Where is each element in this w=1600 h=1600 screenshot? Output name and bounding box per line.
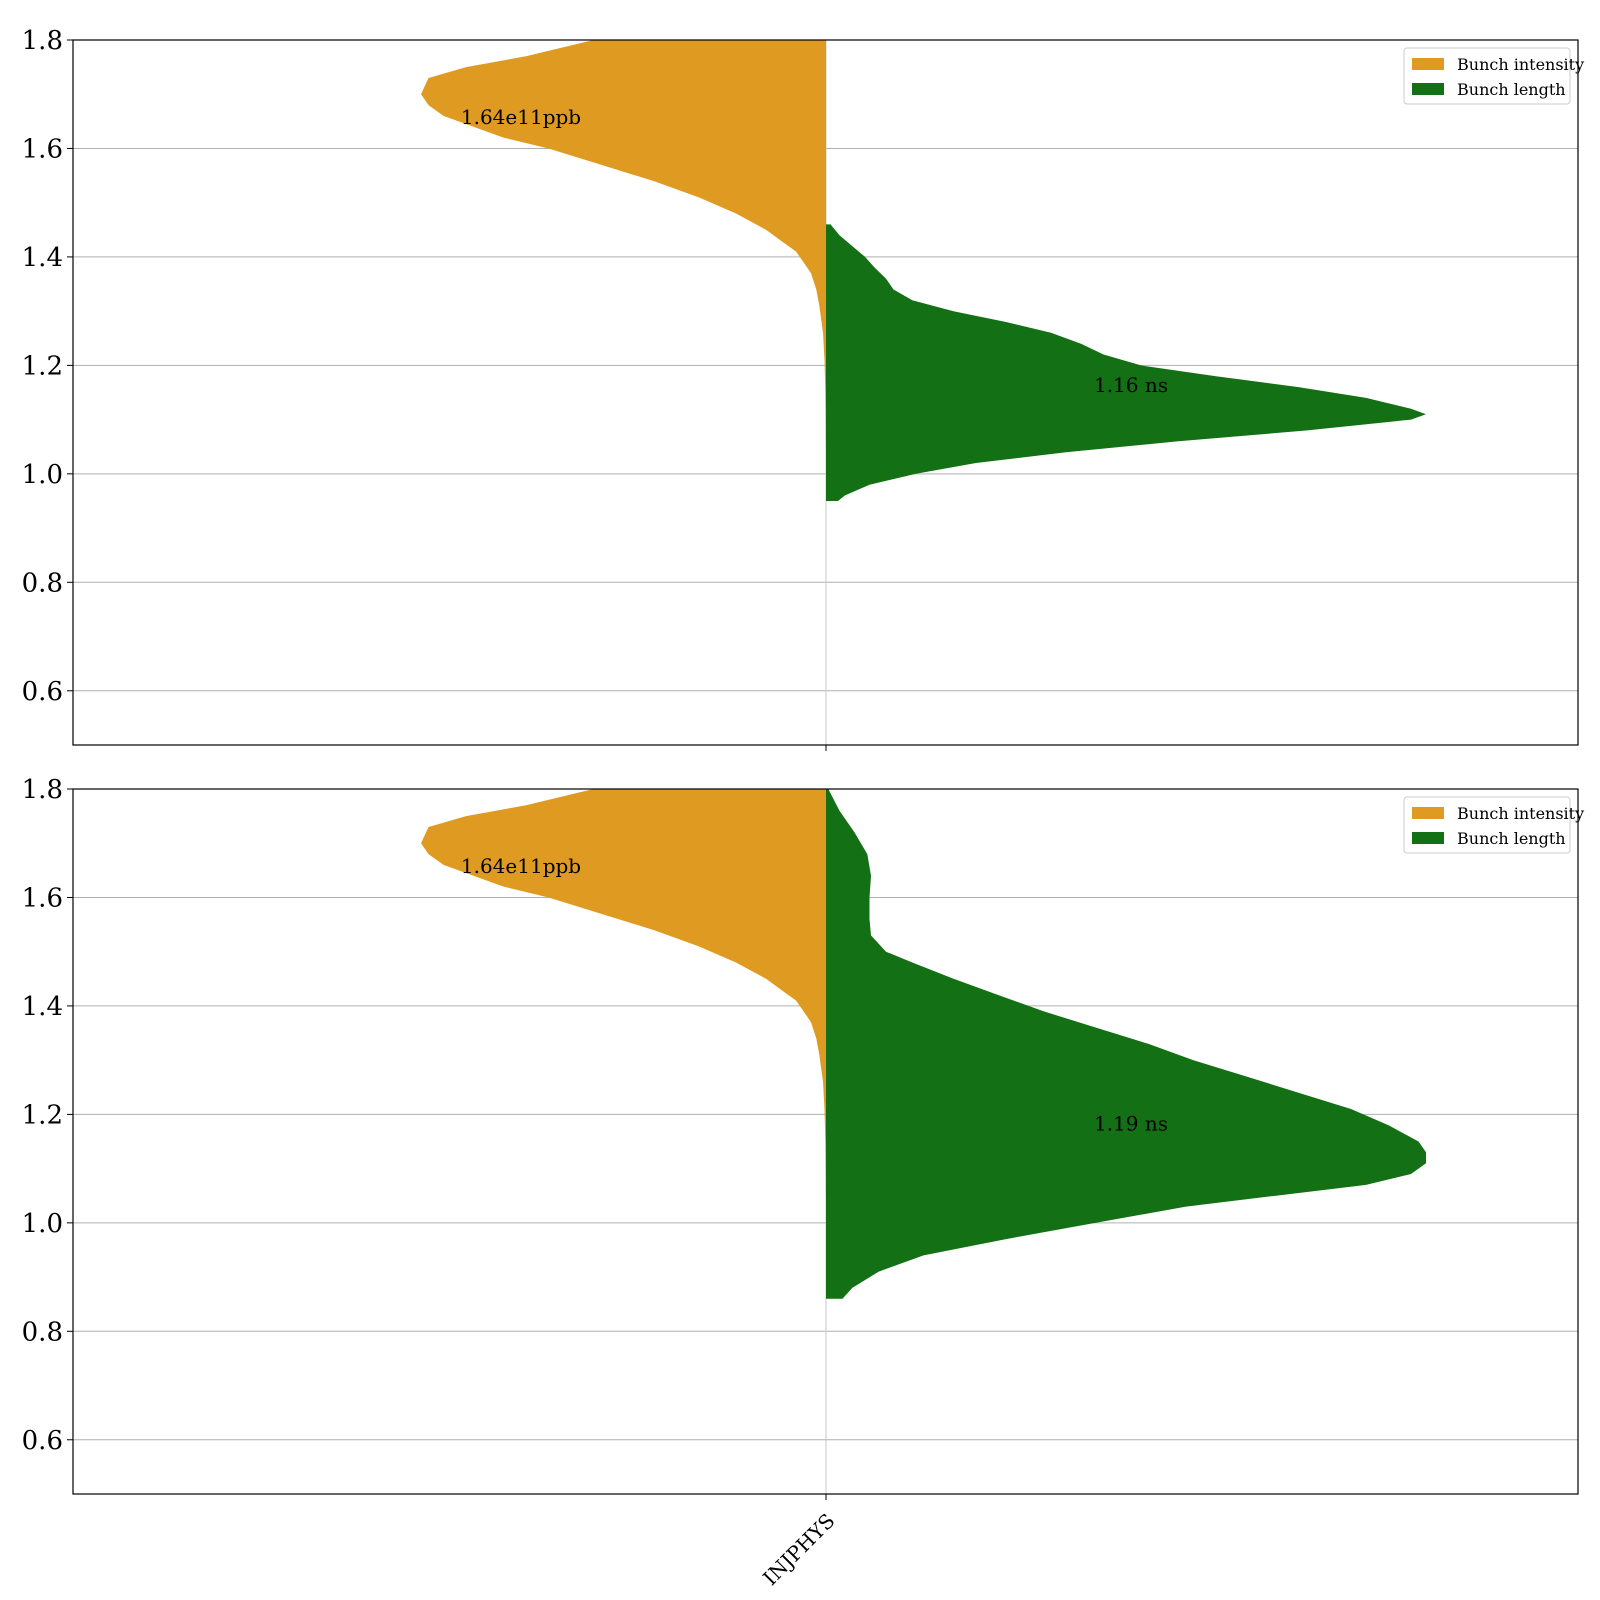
legend-swatch-length (1412, 83, 1444, 95)
legend-box (1403, 796, 1571, 854)
y-tick-label: 0.8 (22, 568, 63, 598)
panel-2: 0.6 0.8 1.0 1.2 1.4 1.6 1.8 1.64e11ppb 1.19 ns Bu… (22, 775, 1585, 1590)
y-tick-label: 0.8 (22, 1317, 63, 1347)
y-tick-label: 1.6 (22, 134, 63, 164)
legend-label-intensity: Bunch intensity (1457, 55, 1584, 74)
legend-swatch-intensity (1412, 807, 1444, 819)
y-tick-label: 1.6 (22, 883, 63, 913)
length-violin (826, 224, 1426, 501)
x-tick-label: INJPHYS (758, 1509, 839, 1590)
y-tick-label: 1.4 (22, 243, 63, 273)
intensity-annotation: 1.64e11ppb (461, 854, 581, 878)
intensity-violin (421, 789, 826, 1196)
y-tick-label: 0.6 (22, 1426, 63, 1456)
y-tick-label: 1.2 (22, 351, 63, 381)
y-tick-label: 0.6 (22, 677, 63, 707)
panel-1: 0.6 0.8 1.0 1.2 1.4 1.6 1.8 1.64e11ppb 1.16 ns Bu… (22, 26, 1584, 751)
length-violin (826, 789, 1426, 1299)
legend-label-length: Bunch length (1457, 829, 1566, 848)
legend-swatch-intensity (1412, 58, 1444, 70)
legend-label-intensity: Bunch intensity (1457, 804, 1584, 823)
legend-label-length: Bunch length (1457, 80, 1566, 99)
y-tick-label: 1.2 (22, 1100, 63, 1130)
legend: Bunch intensity Bunch length (1403, 47, 1584, 105)
length-annotation: 1.19 ns (1094, 1111, 1168, 1135)
legend: Bunch intensity Bunch length (1403, 796, 1584, 854)
legend-box (1403, 47, 1571, 105)
y-tick-label: 1.0 (22, 460, 63, 490)
y-tick-label: 1.4 (22, 992, 63, 1022)
intensity-violin (421, 40, 826, 447)
y-tick-label: 1.0 (22, 1209, 63, 1239)
length-annotation: 1.16 ns (1094, 373, 1168, 397)
legend-swatch-length (1412, 832, 1444, 844)
intensity-annotation: 1.64e11ppb (461, 105, 581, 129)
y-tick-label: 1.8 (22, 775, 63, 805)
y-tick-label: 1.8 (22, 26, 63, 56)
